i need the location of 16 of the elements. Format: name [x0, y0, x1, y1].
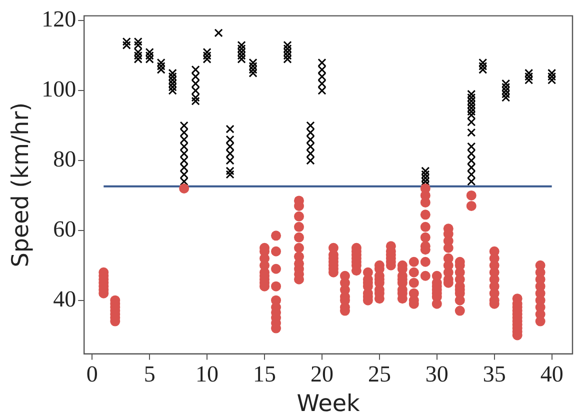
y-tick-label: 80	[53, 146, 76, 172]
x-axis-title: Week	[296, 391, 360, 418]
x-tick-label: 10	[196, 362, 219, 387]
x-tick-label: 15	[253, 362, 276, 387]
x-tick-label: 25	[368, 362, 391, 387]
x-tick-label: 30	[425, 362, 448, 387]
y-tick-label: 40	[53, 286, 76, 312]
x-tick-label: 35	[482, 362, 506, 387]
y-tick-label: 60	[53, 216, 76, 242]
x-tick-label: 40	[540, 362, 564, 387]
y-tick-label: 100	[42, 76, 76, 102]
y-axis-title: Speed (km/hr)	[8, 102, 34, 268]
x-tick-label: 0	[86, 362, 98, 387]
x-tick-label: 5	[144, 362, 156, 387]
y-tick-label: 120	[42, 6, 76, 32]
x-tick-label: 20	[310, 362, 334, 387]
